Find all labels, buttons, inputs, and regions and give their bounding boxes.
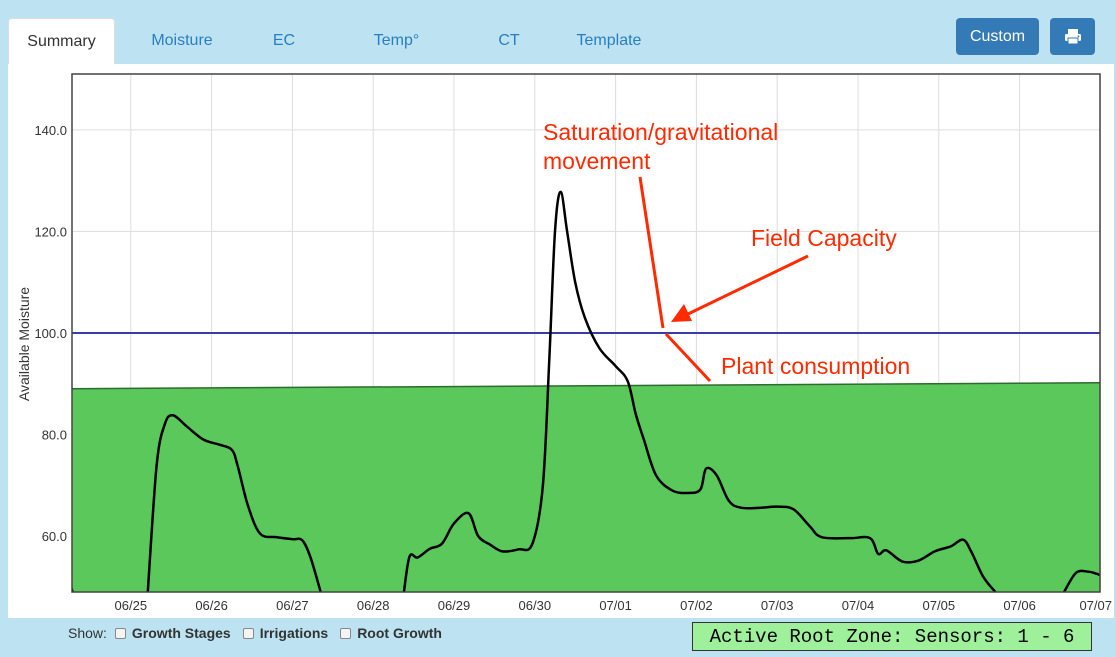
root-growth-option[interactable]: Root Growth [340,625,442,641]
y-axis-label: Available Moisture [16,287,32,401]
moisture-series [72,190,1100,592]
field-capacity-arrow [687,254,809,316]
field-capacity-arrowhead [671,304,692,322]
x-tick-label: 06/30 [519,598,552,613]
x-tick-label: 07/04 [842,598,875,613]
y-tick-label: 80.0 [42,428,67,443]
root-growth-label: Root Growth [357,625,442,641]
tab-temp[interactable]: Temp° [373,32,420,49]
annotations: Saturation/gravitational movement Field … [543,119,910,383]
y-tick-label: 120.0 [34,224,67,239]
x-tick-label: 06/28 [357,598,390,613]
x-axis-ticks: 06/25 06/26 06/27 06/28 06/29 06/30 07/01 07/02… [115,598,1112,613]
tab-template[interactable]: Template [576,32,642,49]
moisture-line [146,413,322,592]
y-tick-label: 60.0 [42,529,67,544]
irrigations-checkbox[interactable] [242,627,254,639]
irrigations-label: Irrigations [259,625,329,641]
x-tick-label: 06/26 [195,598,228,613]
annotation-field-capacity: Field Capacity [751,225,897,251]
y-axis-ticks: 60.0 80.0 100.0 120.0 140.0 [34,123,67,544]
plant-consumption-pointer [664,332,712,383]
fill-edge-line [72,382,1100,390]
growth-stages-checkbox[interactable] [114,627,126,639]
x-tick-label: 06/25 [115,598,148,613]
tab-moisture[interactable]: Moisture [151,32,213,49]
x-tick-label: 07/07 [1079,598,1112,613]
show-label: Show: [68,625,107,641]
x-tick-label: 07/05 [923,598,956,613]
y-tick-label: 100.0 [34,326,67,341]
growth-stages-option[interactable]: Growth Stages [114,625,231,641]
moisture-line [72,585,74,592]
annotation-saturation-2: movement [543,148,651,174]
plot-frame [71,73,1101,593]
show-options: Show: Growth Stages Irrigations Root Gro… [68,622,454,644]
x-tick-label: 06/29 [438,598,471,613]
print-button[interactable] [1050,18,1095,55]
available-moisture-fill [72,382,1100,592]
active-root-zone-badge: Active Root Zone: Sensors: 1 - 6 [692,622,1092,651]
annotation-plant-consumption: Plant consumption [721,353,910,379]
annotation-saturation: Saturation/gravitational [543,119,778,145]
irrigations-option[interactable]: Irrigations [242,625,329,641]
moisture-line [402,190,997,592]
tab-summary[interactable]: Summary [8,18,115,64]
custom-button[interactable]: Custom [956,18,1039,55]
chart-panel: 60.0 80.0 100.0 120.0 140.0 06/25 06/26 06/27 0… [8,64,1114,618]
x-tick-label: 07/01 [599,598,632,613]
x-tick-label: 06/27 [276,598,309,613]
x-tick-label: 07/02 [680,598,713,613]
growth-stages-label: Growth Stages [131,625,231,641]
tab-ct[interactable]: CT [498,32,520,49]
tab-ec[interactable]: EC [272,32,296,49]
root-growth-checkbox[interactable] [340,627,352,639]
x-tick-label: 07/06 [1003,598,1036,613]
x-tick-label: 07/03 [761,598,794,613]
tab-bar: Summary Moisture EC Temp° CT Template [8,18,688,64]
saturation-pointer [638,176,665,329]
y-tick-label: 140.0 [34,123,67,138]
print-icon [1064,29,1081,45]
moisture-line [1062,569,1100,592]
